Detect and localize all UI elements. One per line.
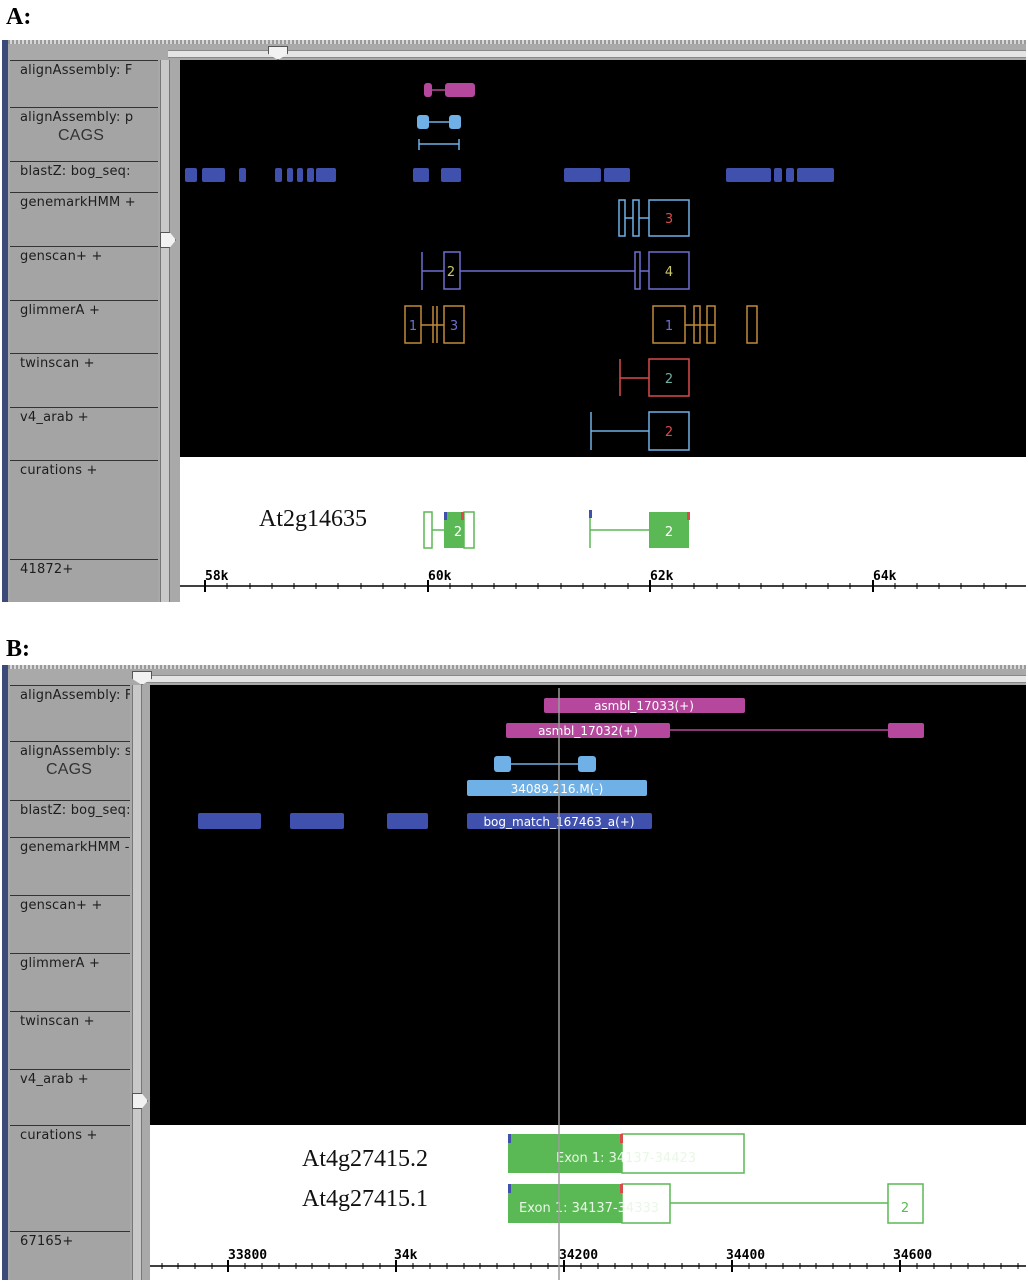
left-edge xyxy=(2,665,8,1280)
panel-divider[interactable] xyxy=(132,685,142,1280)
panel-divider[interactable] xyxy=(160,60,170,602)
curation-gene-label: At2g14635 xyxy=(259,506,367,532)
track-name[interactable]: twinscan + xyxy=(10,1011,130,1071)
track-name[interactable]: curations + xyxy=(10,460,158,561)
panel-b: alignAssembly: F alignAssembly: s CAGS bl… xyxy=(2,665,1026,1280)
curation-gene-label: At4g27415.2 xyxy=(302,1146,428,1172)
track-name: 67165+ xyxy=(10,1231,130,1283)
track-names: alignAssembly: F alignAssembly: s CAGS bl… xyxy=(10,685,130,1280)
track-names: alignAssembly: F alignAssembly: p CAGS bl… xyxy=(10,60,158,602)
curation-area xyxy=(150,1125,1026,1280)
track-name[interactable]: blastZ: bog_seq: xyxy=(10,161,158,194)
track-name[interactable]: genscan+ + xyxy=(10,246,158,302)
panel-a: alignAssembly: F alignAssembly: p CAGS bl… xyxy=(2,40,1026,602)
track-name[interactable]: glimmerA + xyxy=(10,300,158,355)
scroll-thumb[interactable] xyxy=(132,671,152,685)
left-edge xyxy=(2,40,8,602)
track-name[interactable]: v4_arab + xyxy=(10,407,158,462)
track-name[interactable]: twinscan + xyxy=(10,353,158,409)
track-name[interactable]: curations + xyxy=(10,1125,130,1233)
track-name[interactable]: glimmerA + xyxy=(10,953,130,1013)
track-name[interactable]: genemarkHMM + xyxy=(10,192,158,248)
track-name[interactable]: alignAssembly: s CAGS xyxy=(10,741,130,802)
track-name[interactable]: v4_arab + xyxy=(10,1069,130,1127)
divider-thumb[interactable] xyxy=(132,1093,148,1109)
track-name[interactable]: blastZ: bog_seq: xyxy=(10,800,130,839)
track-name[interactable]: alignAssembly: F xyxy=(10,60,158,109)
horizontal-scrollbar[interactable] xyxy=(140,675,1026,683)
panel-a-label: A: xyxy=(6,4,32,30)
result-tracks-area xyxy=(180,60,1026,457)
track-name[interactable]: genscan+ + xyxy=(10,895,130,955)
panel-b-label: B: xyxy=(6,636,30,662)
top-ruler xyxy=(8,40,1026,44)
horizontal-scrollbar[interactable] xyxy=(168,50,1026,58)
track-name[interactable]: alignAssembly: F xyxy=(10,685,130,743)
track-name[interactable]: genemarkHMM - xyxy=(10,837,130,897)
cags-label: CAGS xyxy=(58,127,105,144)
track-name[interactable]: alignAssembly: p CAGS xyxy=(10,107,158,163)
curation-gene-label: At4g27415.1 xyxy=(302,1186,428,1212)
top-ruler xyxy=(8,665,1026,669)
result-tracks-area xyxy=(150,685,1026,1125)
track-name: 41872+ xyxy=(10,559,158,605)
cags-label: CAGS xyxy=(46,761,93,778)
divider-thumb[interactable] xyxy=(160,232,176,248)
scroll-thumb[interactable] xyxy=(268,46,288,60)
